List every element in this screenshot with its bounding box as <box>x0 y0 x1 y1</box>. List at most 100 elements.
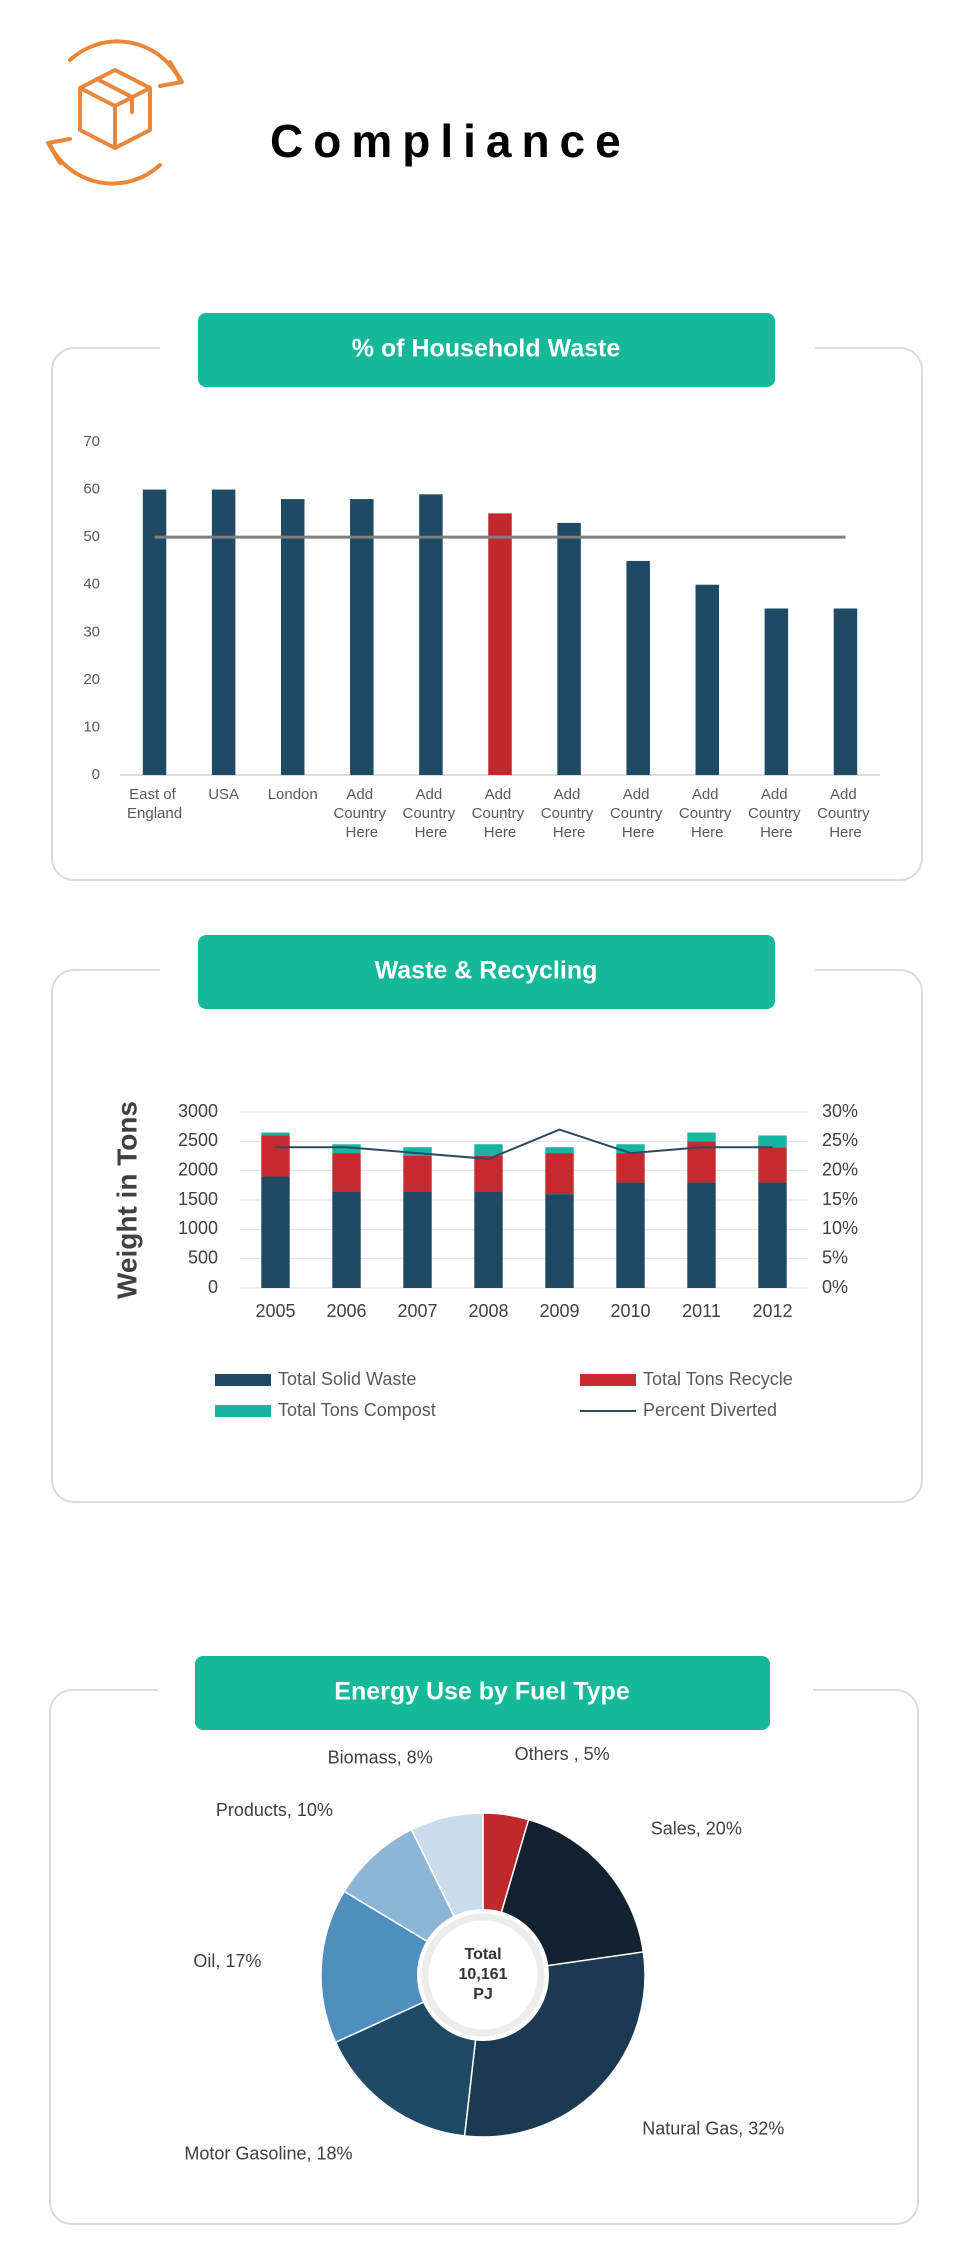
bar-segment <box>758 1182 787 1288</box>
x-tick-label: Add Country Here <box>817 786 874 841</box>
chart-title: Waste & Recycling <box>375 957 598 985</box>
slice-label: Products, 10% <box>216 1800 333 1820</box>
bar-segment <box>332 1153 361 1192</box>
y2-tick-label: 20% <box>822 1159 858 1179</box>
y2-tick-label: 25% <box>822 1130 858 1150</box>
x-tick-label: 2005 <box>255 1301 295 1321</box>
x-tick-label: Add Country Here <box>610 786 667 841</box>
logo-icon <box>46 39 184 186</box>
chart-title: % of Household Waste <box>352 335 621 363</box>
bar <box>764 608 789 775</box>
y-tick-label: 500 <box>188 1247 218 1267</box>
icon-box <box>78 68 152 150</box>
bar <box>350 499 374 775</box>
slice-label: Motor Gasoline, 18% <box>184 2143 352 2163</box>
bar-segment <box>545 1194 574 1288</box>
bar-segment <box>545 1153 574 1195</box>
x-tick-label: Add Country Here <box>472 786 529 841</box>
x-tick-label: 2011 <box>682 1301 721 1321</box>
bar-segment <box>545 1147 574 1154</box>
y-tick-label: 2000 <box>178 1159 218 1179</box>
x-tick-label: 2009 <box>539 1301 579 1321</box>
bar-segment <box>403 1156 432 1192</box>
y-tick-label: 3000 <box>178 1101 218 1121</box>
center-label: Total <box>464 1946 501 1963</box>
y-tick-label: 70 <box>83 433 100 450</box>
bar-segment <box>474 1156 503 1192</box>
y2-tick-label: 10% <box>822 1218 858 1238</box>
y-tick-label: 40 <box>83 576 100 593</box>
x-tick-label: East of England <box>127 786 182 822</box>
bar <box>695 584 720 775</box>
y2-tick-label: 15% <box>822 1189 858 1209</box>
y-axis-title: Weight in Tons <box>111 1101 142 1299</box>
bar-segment <box>758 1147 787 1183</box>
bar-segment <box>332 1191 361 1288</box>
icon-arrow <box>48 143 162 186</box>
bar-segment <box>687 1182 716 1288</box>
bar-segment <box>758 1135 787 1148</box>
y-tick-label: 50 <box>83 528 100 545</box>
line <box>275 1128 773 1160</box>
bar-segment <box>687 1132 716 1142</box>
y2-tick-label: 30% <box>822 1101 858 1121</box>
x-tick-label: 2012 <box>752 1301 792 1321</box>
title-pill <box>195 1656 770 1730</box>
x-tick-label: Add Country Here <box>748 786 805 841</box>
slice-label: Oil, 17% <box>193 1951 261 1971</box>
bar <box>211 489 236 775</box>
x-tick-label: Add Country Here <box>403 786 460 841</box>
y-tick-label: 0 <box>208 1277 218 1297</box>
icon-arrow-head <box>158 60 184 88</box>
legend-label: Total Solid Waste <box>278 1369 416 1389</box>
bar-segment <box>616 1144 645 1154</box>
slice-label: Biomass, 8% <box>328 1748 433 1768</box>
x-tick-label: London <box>268 786 318 803</box>
title-pill <box>198 313 775 387</box>
y-tick-label: 20 <box>83 671 100 688</box>
x-tick-label: USA <box>208 786 239 803</box>
y-tick-label: 1000 <box>178 1218 218 1238</box>
y-tick-label: 10 <box>83 718 100 735</box>
slice-label: Sales, 20% <box>651 1818 742 1838</box>
donut-hole <box>417 1909 549 2041</box>
x-tick-label: 2006 <box>326 1301 366 1321</box>
bar-segment <box>332 1144 361 1154</box>
bar-segment <box>261 1135 290 1177</box>
slice-label: Natural Gas, 32% <box>642 2118 784 2138</box>
center-label: PJ <box>473 1986 493 2003</box>
legend-label: Percent Diverted <box>643 1400 777 1420</box>
y-tick-label: 60 <box>83 481 100 498</box>
legend-label: Total Tons Recycle <box>643 1369 793 1389</box>
legend-swatch <box>215 1374 271 1386</box>
y2-tick-label: 5% <box>822 1247 848 1267</box>
bar <box>142 489 167 775</box>
pie-slice <box>320 1890 485 2044</box>
bar <box>488 513 512 775</box>
y-tick-label: 1500 <box>178 1189 218 1209</box>
bar-segment <box>474 1191 503 1288</box>
page-title: Compliance <box>270 115 631 167</box>
legend-swatch <box>215 1405 271 1417</box>
bar <box>557 522 581 775</box>
x-tick-label: 2010 <box>610 1301 650 1321</box>
bar-segment <box>403 1147 432 1156</box>
chart-title: Energy Use by Fuel Type <box>334 1678 630 1706</box>
bar <box>280 499 305 775</box>
legend-swatch <box>580 1374 636 1386</box>
bar-segment <box>261 1176 290 1288</box>
x-tick-label: 2008 <box>468 1301 508 1321</box>
bar-segment <box>261 1132 290 1136</box>
x-tick-label: Add Country Here <box>333 786 390 841</box>
title-pill <box>198 935 775 1009</box>
center-label: 10,161 <box>459 1966 508 1983</box>
icon-arrow-head <box>46 137 72 165</box>
y-tick-label: 2500 <box>178 1130 218 1150</box>
bar-segment <box>616 1182 645 1288</box>
y2-tick-label: 0% <box>822 1277 848 1297</box>
bar-segment <box>474 1144 503 1156</box>
bar <box>626 560 650 775</box>
y-tick-label: 30 <box>83 623 100 640</box>
donut-ring <box>421 1913 545 2037</box>
